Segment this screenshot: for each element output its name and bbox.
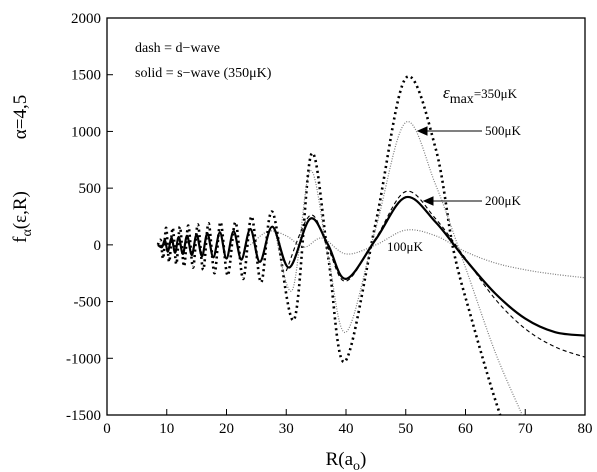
y-tick-label: -1500 [66,408,101,424]
series-line [250,229,585,279]
x-tick-label: 0 [103,421,111,437]
x-tick-label: 40 [339,421,354,437]
y-tick-label: 1000 [71,124,101,140]
y-tick-label: 500 [79,181,102,197]
series-line [285,190,585,358]
series-label: 500μK [485,123,521,138]
note: dash = d−wave [135,41,220,56]
arrow [416,126,482,206]
x-tick-label: 20 [219,421,234,437]
y-tick-label: 1500 [71,68,101,84]
y-axis-label-2: α=4,5 [10,95,31,139]
series-label: εmax=350μK [443,83,518,107]
series-line [157,195,585,337]
series-line [273,121,523,415]
note: solid = s−wave (350μK) [135,66,272,81]
y-tick-label: -1000 [66,351,101,367]
x-axis-label: R(ao) [326,449,367,472]
x-tick-label: 80 [578,421,593,437]
x-tick-label: 30 [279,421,294,437]
plot-area [156,75,585,415]
y-tick-label: 0 [94,238,102,254]
x-tick-label: 10 [159,421,174,437]
series-label: 100μK [387,239,423,254]
series-label: 200μK [485,193,521,208]
y-tick-label: 2000 [71,11,101,27]
x-tick-label: 70 [518,421,533,437]
y-axis-label: fα(ε,R) [10,191,35,243]
x-tick-label: 50 [398,421,413,437]
x-tick-label: 60 [458,421,473,437]
y-tick-label: -500 [74,295,102,311]
